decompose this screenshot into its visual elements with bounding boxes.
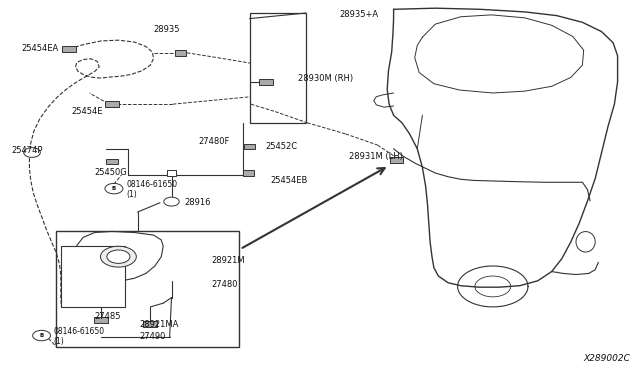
- Bar: [250, 13, 306, 123]
- Text: 28921M: 28921M: [211, 256, 245, 265]
- Bar: [105, 101, 119, 107]
- Text: 28931M (LH): 28931M (LH): [349, 152, 403, 161]
- Text: 27480: 27480: [211, 280, 237, 289]
- Text: 28916: 28916: [184, 198, 211, 207]
- Bar: [175, 50, 186, 56]
- Bar: [259, 79, 273, 85]
- Ellipse shape: [576, 231, 595, 252]
- Text: 27490: 27490: [140, 332, 166, 341]
- Text: 25474P: 25474P: [12, 146, 43, 155]
- Text: X289002C: X289002C: [584, 354, 630, 363]
- Text: 25450G: 25450G: [95, 169, 127, 177]
- Circle shape: [164, 197, 179, 206]
- Text: 08146-61650
(1): 08146-61650 (1): [54, 327, 105, 346]
- Bar: [143, 321, 157, 327]
- Circle shape: [105, 183, 123, 194]
- Circle shape: [24, 148, 40, 157]
- Text: 28935: 28935: [153, 25, 180, 34]
- Bar: [166, 170, 177, 176]
- Text: 25454EA: 25454EA: [22, 44, 59, 53]
- Bar: [94, 317, 108, 323]
- Text: 27485: 27485: [95, 312, 121, 321]
- Bar: [243, 170, 254, 176]
- Bar: [61, 246, 125, 307]
- Text: 28935+A: 28935+A: [339, 10, 378, 19]
- Circle shape: [33, 330, 51, 341]
- Circle shape: [107, 250, 130, 263]
- Text: B: B: [112, 186, 116, 191]
- Text: 27480F: 27480F: [198, 137, 230, 146]
- Circle shape: [100, 246, 136, 267]
- Text: 25454EB: 25454EB: [270, 176, 307, 185]
- Bar: [106, 159, 118, 164]
- Text: B: B: [40, 333, 44, 338]
- Bar: [62, 46, 76, 52]
- Bar: [390, 157, 403, 163]
- Text: 28921MA: 28921MA: [140, 320, 179, 329]
- Bar: [56, 231, 239, 347]
- Text: 25452C: 25452C: [266, 142, 298, 151]
- Bar: [244, 144, 255, 149]
- Text: 08146-61650
(1): 08146-61650 (1): [126, 180, 177, 199]
- Text: 28930M (RH): 28930M (RH): [298, 74, 353, 83]
- Text: 25454E: 25454E: [71, 107, 102, 116]
